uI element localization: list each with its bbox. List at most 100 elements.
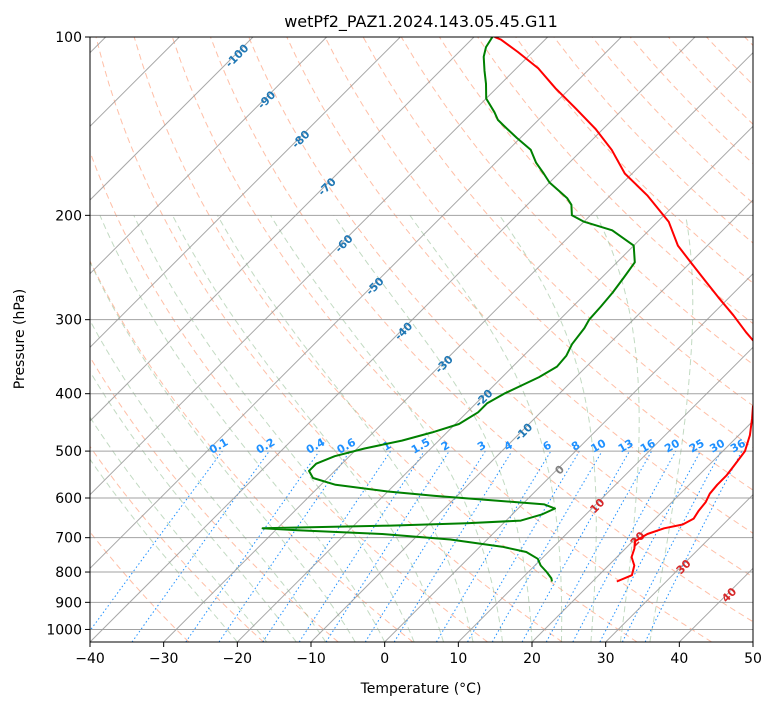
- dry-adiabat-line: [248, 37, 753, 578]
- dry-adiabat-line: [706, 37, 753, 86]
- mixing-ratio-label: 36: [728, 436, 748, 455]
- isotherm-label: -90: [255, 88, 278, 111]
- moist-adiabat-line: [90, 458, 238, 642]
- moist-adiabat-line: [133, 215, 415, 642]
- background-grid: [90, 37, 753, 642]
- dry-adiabat-line: [286, 37, 753, 534]
- dry-adiabat-line: [90, 445, 264, 642]
- isotherm-line: [752, 641, 753, 642]
- isotherm-label: -40: [392, 319, 415, 342]
- moist-adiabat-line: [649, 215, 694, 642]
- moist-adiabat-line: [217, 215, 474, 642]
- sounding-series: 0.1 0.2 0.4 0.6 1 1.5 2 3 4 6 8 10 13 16 20 25 30 36-100-…: [207, 37, 753, 605]
- isotherm-line: [90, 37, 696, 642]
- x-tick-label: 40: [670, 651, 688, 667]
- dry-adiabat-line: [95, 37, 563, 642]
- y-tick-label: 500: [55, 444, 82, 460]
- mixing-ratio-line: [218, 450, 351, 642]
- mixing-ratio-line: [298, 450, 425, 642]
- dry-adiabat-line: [210, 37, 753, 623]
- y-tick-label: 800: [55, 565, 82, 581]
- dry-adiabat-line: [553, 37, 753, 244]
- mixing-ratio-label: 16: [638, 436, 658, 455]
- dry-adiabat-line: [90, 531, 190, 642]
- moist-adiabat-line: [99, 215, 386, 642]
- isotherm-label: -80: [289, 128, 312, 151]
- y-tick-label: 900: [55, 595, 82, 611]
- isotherm-label: -30: [433, 353, 456, 376]
- isotherm-line: [605, 493, 753, 642]
- moist-adiabat-line: [90, 319, 327, 642]
- mixing-ratio-line: [131, 450, 270, 642]
- mixing-ratio-line: [90, 450, 223, 632]
- mixing-ratio-label: 0.4: [304, 435, 328, 456]
- moist-adiabat-line: [596, 215, 640, 642]
- mixing-ratio-label: 13: [616, 437, 636, 456]
- mixing-ratio-line: [325, 450, 450, 642]
- mixing-ratio-label: 20: [662, 436, 682, 455]
- isotherm-line: [236, 125, 753, 642]
- moist-adiabat-line: [90, 416, 268, 642]
- dry-adiabat-line: [668, 37, 753, 125]
- mixing-ratio-label: 0.2: [254, 436, 277, 457]
- dry-adiabat-line: [591, 37, 753, 204]
- moist-adiabat-line: [409, 215, 563, 642]
- y-tick-label: 600: [55, 491, 82, 507]
- mixing-ratio-line: [364, 450, 486, 642]
- y-tick-label: 400: [55, 387, 82, 403]
- isotherm-label: -100: [223, 41, 252, 70]
- isotherm-label: -10: [512, 420, 535, 443]
- mixing-ratio-line: [572, 450, 677, 642]
- dry-adiabat-line: [90, 259, 414, 642]
- dry-adiabat-line: [90, 356, 339, 642]
- isotherm-line: [678, 567, 753, 642]
- dewpoint-profile-line: [261, 37, 636, 582]
- mixing-ratio-line: [185, 450, 320, 642]
- isotherm-line: [310, 199, 753, 642]
- moist-adiabat-line: [499, 215, 597, 642]
- x-tick-label: −20: [223, 651, 253, 667]
- dry-adiabat-line: [744, 37, 753, 47]
- isotherm-line: [90, 37, 549, 496]
- isotherm-label: 30: [674, 557, 694, 577]
- y-tick-label: 700: [55, 531, 82, 547]
- moist-adiabat-line: [90, 260, 356, 642]
- mixing-ratio-label: 30: [707, 436, 727, 455]
- moist-adiabat-line: [270, 215, 503, 642]
- y-tick-label: 1000: [46, 622, 82, 638]
- isotherm-line: [90, 37, 475, 422]
- mixing-ratio-line: [467, 450, 580, 642]
- dry-adiabat-line: [171, 37, 712, 642]
- x-tick-label: 50: [744, 651, 762, 667]
- x-tick-label: −40: [75, 651, 105, 667]
- dry-adiabat-line: [324, 37, 753, 491]
- plot-frame: [89, 36, 754, 643]
- x-axis-label: Temperature (°C): [360, 681, 482, 697]
- dry-adiabat-line: [515, 37, 753, 284]
- y-tick-label: 200: [55, 208, 82, 224]
- y-tick-label: 300: [55, 313, 82, 329]
- isotherm-label: -60: [332, 232, 355, 255]
- isotherm-line: [90, 37, 254, 201]
- isotherm-label: 10: [587, 496, 607, 516]
- mixing-ratio-line: [521, 450, 630, 642]
- temperature-profile-line: [494, 37, 753, 583]
- isotherm-line: [457, 346, 753, 642]
- mixing-ratio-line: [545, 450, 653, 642]
- dry-adiabat-line: [133, 37, 638, 642]
- mixing-ratio-line: [262, 450, 392, 642]
- isotherm-line: [531, 420, 753, 642]
- x-tick-label: −30: [149, 651, 179, 667]
- isotherm-line: [90, 37, 401, 349]
- axis-ticks: −40 −30 −20 −10 0 10 20 30 40 50 100 200 300 400 500 60…: [46, 30, 762, 667]
- y-axis-label: Pressure (hPa): [12, 289, 28, 389]
- x-tick-label: 0: [380, 651, 389, 667]
- moist-adiabat-line: [333, 215, 533, 642]
- mixing-ratio-line: [599, 450, 701, 642]
- isotherm-line: [90, 37, 328, 275]
- x-tick-label: 10: [449, 651, 467, 667]
- chart-title: wetPf2_PAZ1.2024.143.05.45.G11: [284, 12, 558, 32]
- isotherm-label: -50: [363, 274, 386, 297]
- isotherm-line: [90, 37, 622, 570]
